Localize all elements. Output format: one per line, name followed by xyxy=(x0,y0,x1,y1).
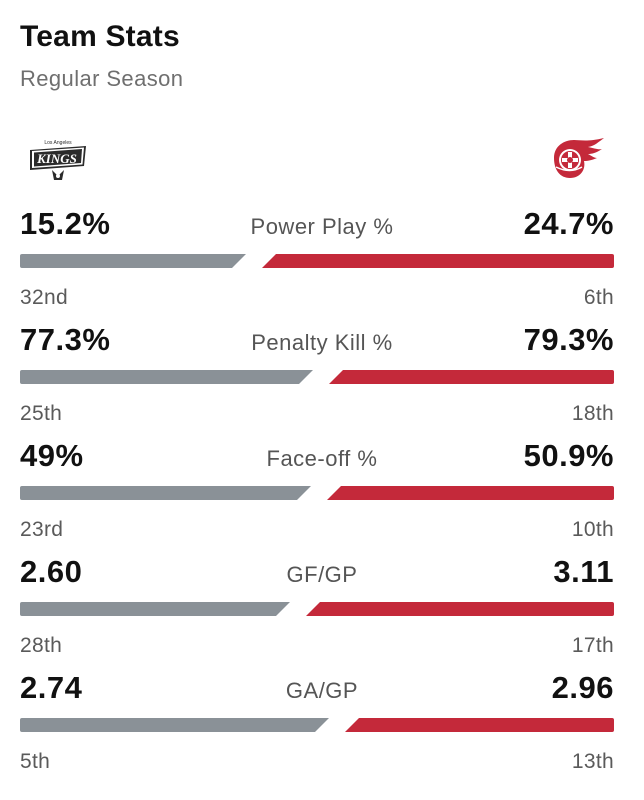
red-wings-stat-rank: 10th xyxy=(571,518,614,541)
comparison-bar xyxy=(20,486,614,500)
kings-stat-rank: 23rd xyxy=(20,518,64,541)
stat-row: 2.74 GA/GP 2.96 5th 13th xyxy=(0,670,644,786)
stat-label: Face-off % xyxy=(266,446,378,471)
kings-logo-text: KINGS xyxy=(36,151,77,166)
red-wings-bar xyxy=(329,370,614,384)
red-wings-bar xyxy=(345,718,614,732)
season-subtitle: Regular Season xyxy=(20,66,184,91)
red-wings-stat-rank: 13th xyxy=(571,750,614,773)
kings-stat-rank: 32nd xyxy=(20,286,68,309)
kings-logo-icon: Los Angeles KINGS xyxy=(30,140,86,180)
comparison-bar xyxy=(20,254,614,268)
red-wings-logo-icon xyxy=(554,138,604,178)
red-wings-stat-rank: 18th xyxy=(571,402,614,425)
kings-stat-rank: 25th xyxy=(20,402,63,425)
red-wings-bar xyxy=(327,486,614,500)
red-wings-stat-value: 24.7% xyxy=(523,206,614,241)
kings-logo-small-text: Los Angeles xyxy=(44,140,72,146)
stat-row: 15.2% Power Play % 24.7% 32nd 6th xyxy=(0,206,644,322)
kings-stat-value: 2.74 xyxy=(20,670,83,705)
red-wings-bar xyxy=(262,254,614,268)
kings-bar xyxy=(20,718,329,732)
page-title: Team Stats xyxy=(20,20,180,53)
red-wings-stat-value: 79.3% xyxy=(523,322,614,357)
kings-stat-value: 77.3% xyxy=(20,322,111,357)
kings-stat-rank: 5th xyxy=(20,750,51,773)
comparison-bar xyxy=(20,370,614,384)
red-wings-stat-value: 50.9% xyxy=(523,438,614,473)
kings-stat-value: 49% xyxy=(20,438,84,473)
stat-row: 77.3% Penalty Kill % 79.3% 25th 18th xyxy=(0,322,644,438)
red-wings-stat-value: 3.11 xyxy=(553,554,614,589)
kings-bar xyxy=(20,254,246,268)
kings-bar xyxy=(20,486,311,500)
comparison-bar xyxy=(20,602,614,616)
red-wings-stat-value: 2.96 xyxy=(551,670,614,705)
kings-stat-value: 2.60 xyxy=(20,554,83,589)
stat-row: 2.60 GF/GP 3.11 28th 17th xyxy=(0,554,644,670)
stat-label: GA/GP xyxy=(285,678,359,703)
kings-stat-rank: 28th xyxy=(20,634,63,657)
red-wings-bar xyxy=(306,602,614,616)
kings-bar xyxy=(20,602,290,616)
kings-bar xyxy=(20,370,313,384)
stat-label: Power Play % xyxy=(250,214,394,239)
red-wings-stat-rank: 6th xyxy=(583,286,614,309)
comparison-bar xyxy=(20,718,614,732)
stat-label: Penalty Kill % xyxy=(251,330,393,355)
stat-label: GF/GP xyxy=(286,562,358,587)
kings-stat-value: 15.2% xyxy=(20,206,111,241)
stat-row: 49% Face-off % 50.9% 23rd 10th xyxy=(0,438,644,554)
red-wings-stat-rank: 17th xyxy=(571,634,614,657)
